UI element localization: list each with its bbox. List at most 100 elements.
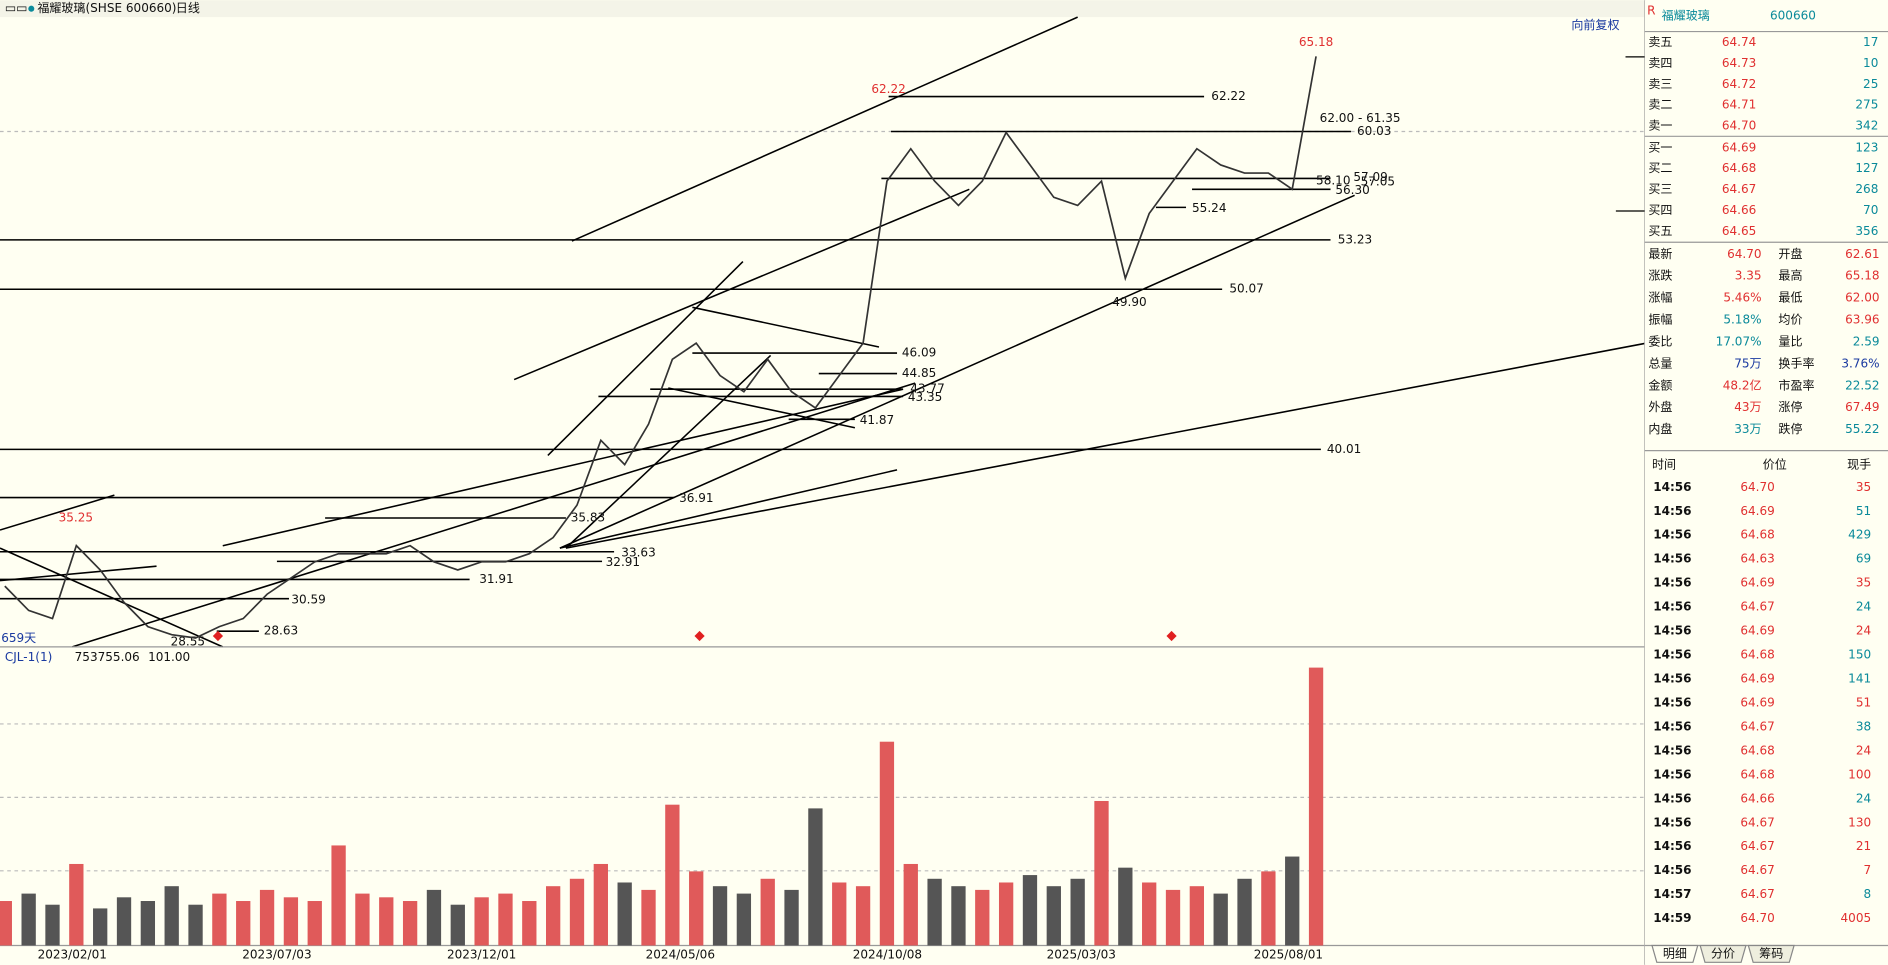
volume-bar bbox=[1285, 856, 1300, 946]
trend-line bbox=[0, 547, 224, 648]
stat-label: 最高 bbox=[1778, 268, 1802, 283]
stat-value: 3.35 bbox=[1735, 269, 1762, 283]
volume-bar bbox=[760, 878, 775, 946]
high-label: 35.25 bbox=[59, 511, 93, 525]
volume-bar bbox=[975, 889, 990, 946]
volume-bar bbox=[450, 904, 465, 946]
trend-line bbox=[559, 469, 898, 549]
tab[interactable] bbox=[1651, 944, 1699, 963]
volume-bar bbox=[498, 893, 513, 946]
volume-bar bbox=[951, 886, 966, 946]
indicator-value: 753755.06 bbox=[75, 650, 140, 664]
trade-volume: 24 bbox=[1856, 600, 1871, 614]
stat-label: 金额 bbox=[1648, 377, 1672, 392]
volume-bar bbox=[879, 741, 895, 946]
book-label: 买二 bbox=[1648, 161, 1672, 175]
tab[interactable] bbox=[1747, 944, 1795, 963]
period-select[interactable]: 日线 bbox=[176, 1, 200, 15]
trade-price: 64.68 bbox=[1740, 528, 1774, 542]
book-price: 64.72 bbox=[1722, 77, 1756, 91]
volume-bar bbox=[1165, 889, 1181, 946]
trades-header: 现手 bbox=[1847, 458, 1871, 472]
stat-value: 63.96 bbox=[1845, 313, 1879, 327]
volume-bar bbox=[402, 901, 418, 946]
x-tick-label: 2024/10/08 bbox=[853, 948, 922, 962]
stat-value: 67.49 bbox=[1845, 400, 1879, 414]
trade-time: 14:56 bbox=[1653, 791, 1691, 805]
book-price: 64.67 bbox=[1722, 182, 1756, 196]
trades-header: 价位 bbox=[1763, 457, 1787, 472]
trade-time: 14:56 bbox=[1653, 767, 1691, 781]
stat-label: 市盈率 bbox=[1778, 377, 1814, 392]
trade-volume: 150 bbox=[1848, 648, 1871, 662]
quote-panel bbox=[1644, 0, 1888, 965]
trade-volume: 24 bbox=[1856, 791, 1871, 805]
price-line bbox=[4, 56, 1317, 639]
volume-bar bbox=[832, 882, 847, 946]
tab-label[interactable]: 分价 bbox=[1711, 946, 1735, 960]
book-volume: 342 bbox=[1855, 119, 1878, 133]
stat-value: 62.00 bbox=[1845, 291, 1879, 305]
volume-bar bbox=[236, 901, 251, 946]
level-label: 57.09 bbox=[1353, 170, 1387, 184]
level-label: 41.87 bbox=[860, 413, 894, 427]
volume-bar bbox=[903, 863, 918, 946]
trend-line bbox=[0, 494, 115, 531]
book-label: 买三 bbox=[1648, 182, 1672, 196]
level-label: 50.07 bbox=[1229, 282, 1263, 296]
indicator-name[interactable]: CJL-1(1) bbox=[5, 650, 52, 664]
volume-bar bbox=[1118, 867, 1133, 946]
trade-price: 64.63 bbox=[1740, 552, 1774, 566]
volume-bar bbox=[641, 889, 656, 946]
marker bbox=[212, 630, 224, 642]
trade-time: 14:56 bbox=[1653, 480, 1691, 494]
flag: R bbox=[1647, 4, 1656, 18]
stat-value: 75万 bbox=[1734, 356, 1761, 370]
volume-bar bbox=[1142, 882, 1157, 946]
x-tick-label: 2023/07/03 bbox=[242, 948, 311, 962]
trade-volume: 51 bbox=[1856, 504, 1871, 518]
level-label: 32.91 bbox=[606, 555, 640, 569]
trade-time: 14:56 bbox=[1653, 815, 1691, 829]
stat-value: 65.18 bbox=[1845, 269, 1879, 283]
book-volume: 17 bbox=[1863, 35, 1878, 49]
volume-bar bbox=[474, 897, 489, 946]
trade-price: 64.70 bbox=[1740, 911, 1774, 925]
stat-label: 振幅 bbox=[1648, 312, 1672, 327]
trade-price: 64.67 bbox=[1740, 863, 1774, 877]
status-dot bbox=[28, 5, 35, 12]
volume-bar bbox=[665, 804, 680, 946]
trade-price: 64.67 bbox=[1740, 887, 1774, 901]
stat-label: 涨跌 bbox=[1648, 268, 1672, 283]
stat-value: 48.2亿 bbox=[1723, 377, 1762, 392]
tab[interactable] bbox=[1699, 944, 1747, 963]
stat-value: 43万 bbox=[1734, 400, 1761, 414]
book-volume: 268 bbox=[1855, 182, 1878, 196]
volume-bar bbox=[1308, 667, 1324, 946]
level-label: 55.24 bbox=[1192, 201, 1226, 215]
book-label: 买五 bbox=[1648, 224, 1672, 238]
stat-label: 外盘 bbox=[1648, 399, 1672, 414]
volume-bar bbox=[307, 901, 322, 946]
level-label: 57.05 bbox=[1361, 175, 1395, 189]
tab-label[interactable]: 筹码 bbox=[1759, 946, 1783, 960]
stat-value: 5.46% bbox=[1723, 291, 1761, 305]
trade-time: 14:56 bbox=[1653, 576, 1691, 590]
book-volume: 25 bbox=[1863, 77, 1878, 91]
tab-label[interactable]: 明细 bbox=[1663, 946, 1687, 960]
trade-price: 64.69 bbox=[1740, 672, 1774, 686]
trade-time: 14:59 bbox=[1653, 911, 1691, 925]
book-volume: 123 bbox=[1855, 140, 1878, 154]
trade-time: 14:56 bbox=[1653, 672, 1691, 686]
stat-label: 开盘 bbox=[1778, 246, 1802, 261]
trade-volume: 4005 bbox=[1841, 911, 1872, 925]
stat-label: 均价 bbox=[1778, 313, 1802, 327]
level-label: 44.85 bbox=[902, 366, 936, 380]
adjust-label[interactable]: 向前复权 bbox=[1571, 17, 1619, 32]
level-label: 43.77 bbox=[910, 382, 944, 396]
stat-value: 3.76% bbox=[1841, 356, 1879, 370]
high-label: 62.22 bbox=[871, 82, 905, 96]
book-volume: 10 bbox=[1863, 56, 1878, 70]
trade-time: 14:56 bbox=[1653, 504, 1691, 518]
